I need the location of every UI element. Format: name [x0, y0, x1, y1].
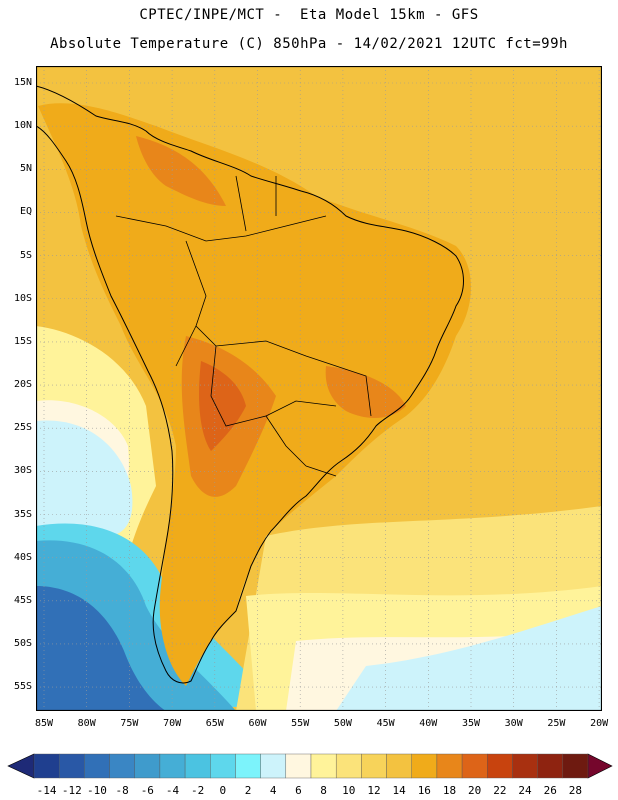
lon-label: 25W	[547, 718, 566, 729]
colorbar-tick-label: 8	[320, 784, 327, 797]
colorbar-tick-label: 12	[367, 784, 381, 797]
colorbar-tick-label: 4	[269, 784, 277, 797]
colorbar-tick-label: 18	[442, 784, 457, 797]
colorbar-tick-label: 6	[295, 784, 302, 797]
lon-label: 75W	[120, 718, 139, 729]
colorbar-swatch	[386, 753, 412, 779]
lon-label: 45W	[376, 718, 395, 729]
lon-label: 60W	[248, 718, 267, 729]
lon-label: 80W	[77, 718, 96, 729]
lat-label: 25S	[13, 422, 32, 434]
lat-label: 5S	[19, 249, 32, 261]
colorbar-tick-label: 26	[543, 784, 557, 797]
colorbar-swatch	[235, 753, 261, 779]
lon-label: 35W	[461, 718, 481, 729]
lat-label: 50S	[13, 637, 32, 649]
colorbar-tick-label: 16	[417, 784, 431, 797]
map-frame-border	[36, 66, 602, 711]
colorbar-swatch	[285, 753, 312, 779]
colorbar-swatch	[335, 753, 362, 779]
lat-label: 35S	[13, 508, 32, 520]
colorbar-swatch	[159, 753, 186, 779]
colorbar-tick-label: 24	[518, 784, 532, 797]
colorbar-swatch	[33, 753, 60, 779]
colorbar-tick-label: 20	[468, 784, 482, 797]
colorbar-tick-label: 14	[392, 784, 406, 797]
lon-label: 65W	[205, 718, 224, 729]
colorbar-right-arrow	[587, 753, 613, 779]
colorbar-tick-label: -4	[165, 784, 180, 797]
colorbar-swatch	[487, 753, 513, 779]
lat-label: 30S	[13, 465, 32, 477]
lat-label: 15S	[13, 335, 32, 347]
lat-label: 15N	[13, 77, 32, 88]
colorbar-tick-label: 10	[342, 784, 356, 797]
lon-label: 30W	[504, 718, 523, 729]
lon-label: 20W	[590, 718, 609, 729]
colorbar-swatch	[210, 753, 236, 779]
pacific-light-cyan-field	[36, 420, 133, 536]
colorbar-swatch	[134, 753, 161, 779]
colorbar-swatch	[436, 753, 463, 779]
lat-label: 10N	[13, 120, 32, 132]
lat-label: EQ	[19, 206, 32, 218]
lon-label: 85W	[34, 718, 54, 729]
colorbar-swatch	[361, 753, 387, 779]
colorbar-tick-label: -10	[87, 784, 107, 797]
colorbar-tick-label: -14	[36, 784, 57, 797]
colorbar-tick-label: 22	[493, 784, 507, 797]
colorbar-tick-label: 28	[568, 784, 583, 797]
lon-label: 70W	[163, 718, 182, 729]
colorbar-swatch	[512, 753, 538, 779]
atlantic-light-cyan-field	[336, 606, 602, 711]
colorbar-swatch	[411, 753, 438, 779]
colorbar-tick-label: -12	[61, 784, 82, 797]
lat-label: 55S	[13, 681, 32, 693]
colorbar-swatch	[562, 753, 589, 779]
coastline	[36, 85, 464, 684]
lat-label: 20S	[13, 379, 32, 391]
temperature-colorbar	[7, 753, 613, 779]
hot-core-southeast-brazil	[325, 366, 406, 418]
lat-label: 10S	[13, 292, 32, 304]
colorbar-swatch	[461, 753, 488, 779]
lat-label: 40S	[13, 551, 32, 563]
lat-label: 5N	[19, 163, 32, 175]
colorbar-swatch	[109, 753, 135, 779]
colorbar-swatch	[310, 753, 337, 779]
colorbar-swatch	[184, 753, 211, 779]
colorbar-swatch	[84, 753, 110, 779]
country-borders	[115, 175, 372, 477]
colorbar-swatch	[260, 753, 287, 779]
hot-core-andes-north	[136, 136, 226, 206]
lon-label: 50W	[333, 718, 352, 729]
hotter-core-chaco	[199, 361, 246, 451]
lon-label: 55W	[291, 718, 310, 729]
lon-label: 40W	[419, 718, 438, 729]
colorbar-tick-label: 0	[219, 784, 227, 797]
colorbar-left-arrow	[7, 753, 35, 779]
lat-label: 45S	[13, 594, 32, 606]
southern-deep-blue-field	[36, 586, 166, 711]
colorbar-swatch	[537, 753, 564, 779]
temperature-map	[36, 66, 602, 711]
colorbar-tick-label: -8	[115, 784, 129, 797]
colorbar-tick-label: 2	[244, 784, 252, 797]
map-title-line-2: Absolute Temperature (C) 850hPa - 14/02/…	[50, 36, 568, 52]
map-title-line-1: CPTEC/INPE/MCT - Eta Model 15km - GFS	[139, 7, 479, 23]
colorbar-tick-label: -6	[140, 784, 154, 797]
colorbar-tick-label: -2	[191, 784, 205, 797]
colorbar-swatch	[58, 753, 85, 779]
